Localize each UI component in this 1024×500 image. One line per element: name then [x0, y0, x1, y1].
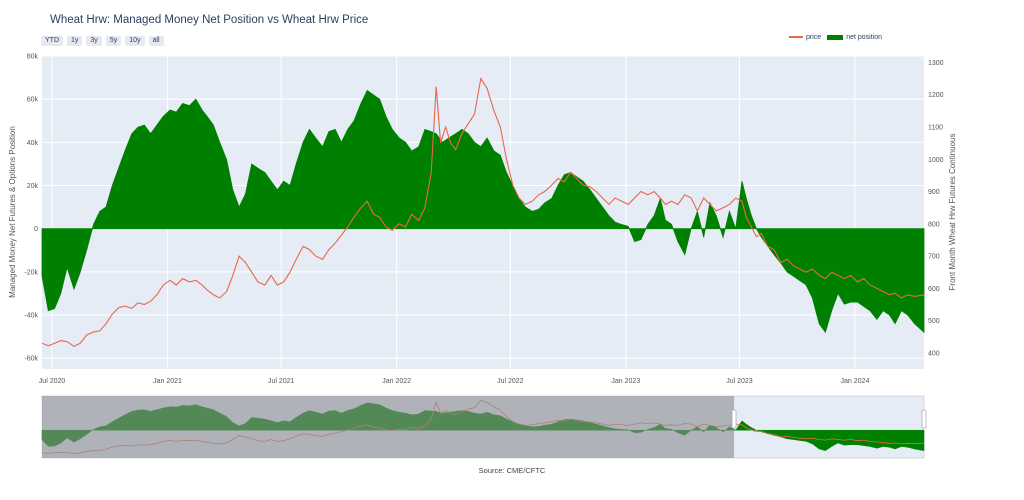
range-button-10y[interactable]: 10y: [125, 36, 145, 46]
right-axis-ticks: 1300 1200 1100 1000 900 800 700 600 500 400: [928, 60, 944, 357]
right-tick-label-5: 800: [928, 221, 940, 228]
left-tick-label-1: 60k: [27, 97, 39, 104]
range-button-all[interactable]: all: [148, 36, 164, 46]
net-position-series[interactable]: [41, 89, 925, 334]
price-line: [41, 77, 925, 348]
right-tick-label-6: 700: [928, 254, 940, 261]
right-tick-label-9: 400: [928, 350, 940, 357]
left-tick-label-6: -40k: [24, 313, 38, 320]
x-tick-label-0: Jul 2020: [39, 378, 66, 385]
right-tick-label-3: 1000: [928, 157, 944, 164]
right-axis-title: Front Month Wheat Hrw Futures Continuous: [948, 134, 957, 291]
left-axis-title: Managed Money Net Futures & Options Posi…: [8, 126, 17, 298]
x-tick-label-7: Jan 2024: [841, 378, 870, 385]
x-tick-label-2: Jul 2021: [268, 378, 295, 385]
right-tick-label-2: 1100: [928, 124, 943, 131]
range-button-1y[interactable]: 1y: [67, 36, 83, 46]
x-tick-label-4: Jul 2022: [497, 378, 524, 385]
source-note: Source: CME/CFTC: [478, 466, 546, 475]
x-tick-label-3: Jan 2022: [382, 378, 411, 385]
legend: price net position: [789, 34, 882, 41]
x-tick-label-6: Jul 2023: [726, 378, 753, 385]
left-axis-ticks: 80k 60k 40k 20k 0 -20k -40k -60k: [24, 54, 38, 363]
net-position-area: [41, 89, 925, 334]
left-tick-label-2: 40k: [27, 140, 39, 147]
chart-title: Wheat Hrw: Managed Money Net Position vs…: [50, 14, 369, 26]
range-slider-right-handle[interactable]: [921, 409, 927, 429]
left-tick-label-4: 0: [34, 226, 38, 233]
left-tick-label-5: -20k: [24, 269, 38, 276]
range-slider[interactable]: [41, 395, 927, 459]
price-series[interactable]: [41, 77, 925, 348]
legend-item-net-position[interactable]: net position: [827, 34, 882, 41]
right-tick-label-1: 1200: [928, 92, 944, 99]
x-tick-label-5: Jan 2023: [611, 378, 640, 385]
left-tick-label-7: -60k: [24, 356, 38, 363]
right-tick-label-8: 500: [928, 318, 940, 325]
left-tick-label-0: 80k: [27, 54, 39, 61]
range-slider-left-handle[interactable]: [731, 409, 737, 429]
range-slider-unselected-mask: [42, 396, 734, 458]
range-button-3y[interactable]: 3y: [86, 36, 102, 46]
range-selector: YTD 1y 3y 5y 10y all: [41, 36, 164, 46]
range-button-5y[interactable]: 5y: [105, 36, 122, 46]
legend-item-price[interactable]: price: [789, 34, 821, 41]
x-axis-ticks: Jul 2020 Jan 2021 Jul 2021 Jan 2022 Jul 2022…: [39, 378, 870, 385]
right-tick-label-7: 600: [928, 286, 940, 293]
left-tick-label-3: 20k: [27, 183, 39, 190]
legend-label-price: price: [806, 34, 822, 41]
x-tick-label-1: Jan 2021: [153, 378, 182, 385]
right-tick-label-0: 1300: [928, 60, 944, 67]
range-button-ytd[interactable]: YTD: [41, 36, 63, 46]
net-position-swatch: [827, 34, 844, 40]
right-tick-label-4: 900: [928, 189, 940, 196]
price-swatch: [789, 36, 803, 38]
legend-label-net-position: net position: [846, 34, 882, 41]
